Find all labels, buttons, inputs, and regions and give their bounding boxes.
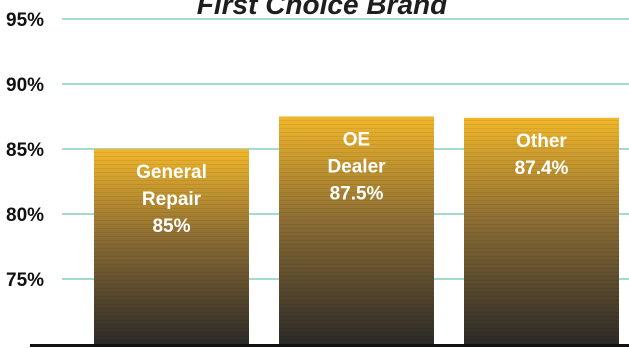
y-axis-ticks: 75% 80% 85% 90% 95%	[6, 10, 44, 291]
bar-label: 85%	[152, 216, 190, 237]
chart-title: First Choice Brand	[196, 0, 448, 20]
bar-texture	[464, 117, 619, 344]
y-tick-label: 95%	[6, 10, 44, 31]
bar-labels: General Repair 85% OE Dealer 87.5% Other 87.4%	[136, 130, 568, 238]
bar-texture	[279, 116, 434, 344]
bar-label: General	[136, 162, 207, 183]
bar-label: Dealer	[327, 157, 386, 178]
y-tick-label: 80%	[6, 205, 44, 226]
bars	[94, 116, 619, 344]
bar-label: Other	[516, 131, 567, 152]
bar-label: OE	[343, 130, 370, 151]
bar-label: Repair	[142, 189, 202, 210]
bar-label: 87.4%	[515, 158, 569, 179]
bar-label: 87.5%	[330, 184, 384, 205]
y-tick-label: 90%	[6, 75, 44, 96]
y-tick-label: 85%	[6, 140, 44, 161]
y-tick-label: 75%	[6, 270, 44, 291]
bar-texture	[94, 149, 249, 344]
